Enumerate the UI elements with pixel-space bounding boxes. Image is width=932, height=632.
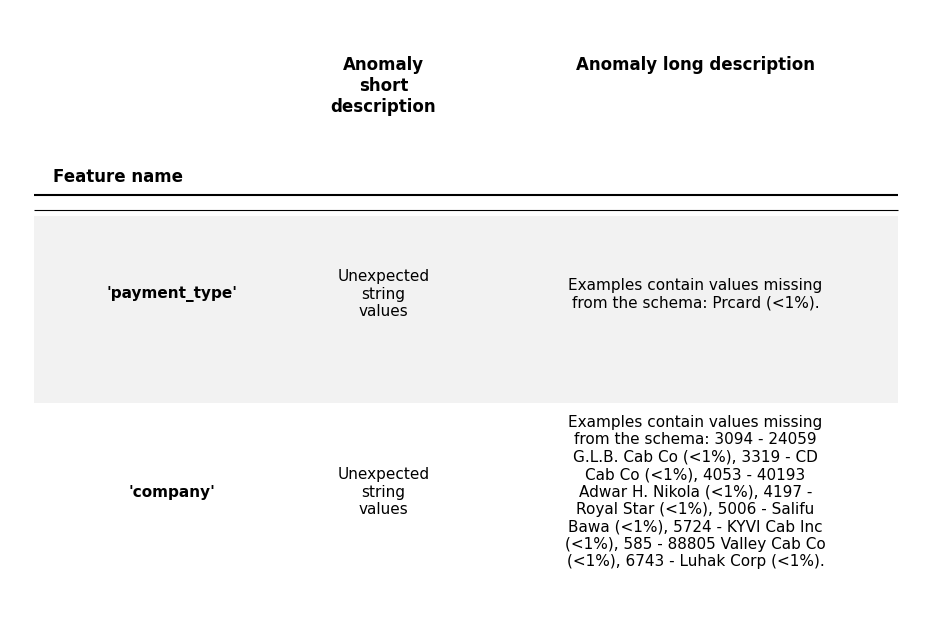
FancyBboxPatch shape — [34, 403, 898, 607]
Text: Anomaly long description: Anomaly long description — [576, 56, 815, 75]
Text: Examples contain values missing
from the schema: Prcard (<1%).: Examples contain values missing from the… — [569, 278, 823, 310]
FancyBboxPatch shape — [34, 216, 898, 403]
Text: Feature name: Feature name — [53, 167, 183, 186]
Text: Anomaly
short
description: Anomaly short description — [331, 56, 436, 116]
Text: Unexpected
string
values: Unexpected string values — [337, 269, 430, 319]
Text: 'company': 'company' — [129, 485, 215, 500]
Text: Examples contain values missing
from the schema: 3094 - 24059
G.L.B. Cab Co (<1%: Examples contain values missing from the… — [565, 415, 826, 569]
Text: Unexpected
string
values: Unexpected string values — [337, 467, 430, 517]
Text: 'payment_type': 'payment_type' — [106, 286, 238, 302]
